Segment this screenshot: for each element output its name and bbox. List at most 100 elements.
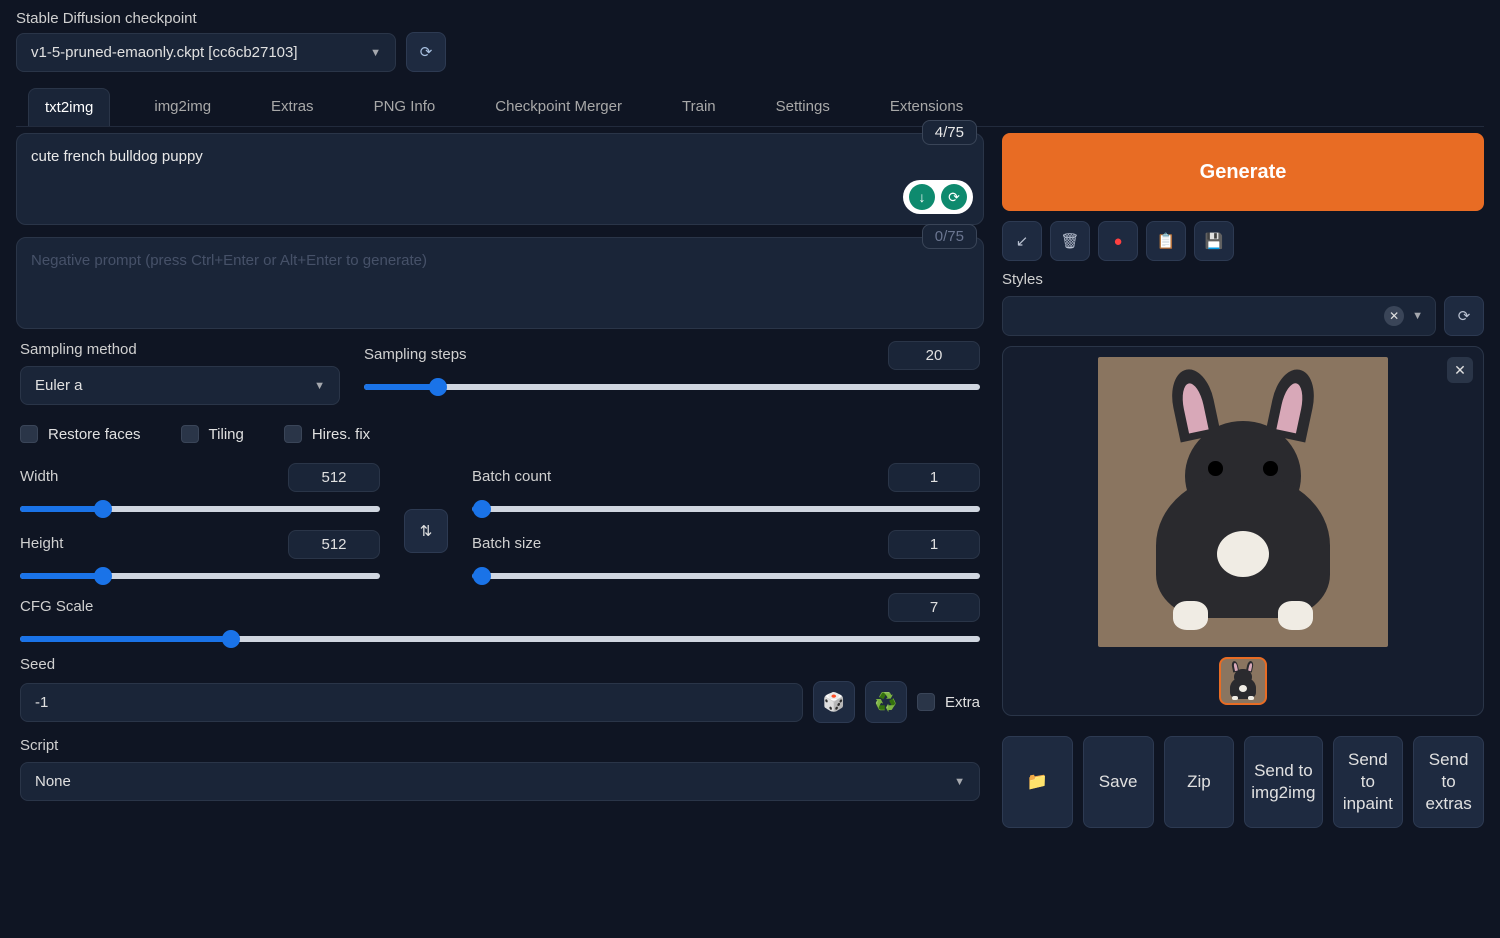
sampling-steps-label: Sampling steps — [364, 346, 467, 363]
checkpoint-label: Stable Diffusion checkpoint — [16, 10, 396, 27]
cfg-label: CFG Scale — [20, 598, 93, 615]
refresh-icon: ⟳ — [1458, 307, 1471, 325]
batch-size-slider[interactable] — [472, 573, 980, 579]
prompt-arrow-button[interactable]: ↓ — [909, 184, 935, 210]
preview-image[interactable] — [1098, 357, 1388, 647]
styles-select[interactable]: ✕ ▼ — [1002, 296, 1436, 336]
prompt-token-count: 4/75 — [922, 120, 977, 145]
clear-styles-button[interactable]: ✕ — [1384, 306, 1404, 326]
swap-icon: ⇅ — [420, 522, 433, 540]
clear-button[interactable]: 🗑 — [1050, 221, 1090, 261]
restore-faces-label: Restore faces — [48, 426, 141, 443]
send-img2img-button[interactable]: Send to img2img — [1244, 736, 1322, 828]
zip-label: Zip — [1187, 771, 1211, 793]
slider-thumb[interactable] — [222, 630, 240, 648]
height-label: Height — [20, 535, 63, 552]
negative-prompt-input[interactable]: 0/75 Negative prompt (press Ctrl+Enter o… — [16, 237, 984, 329]
seed-input[interactable]: -1 — [20, 683, 803, 722]
slider-thumb[interactable] — [429, 378, 447, 396]
restore-faces-checkbox[interactable]: Restore faces — [20, 425, 141, 443]
arrow-bl-icon: ↙ — [1016, 232, 1029, 250]
clipboard-button[interactable]: 📋 — [1146, 221, 1186, 261]
checkpoint-select[interactable]: v1-5-pruned-emaonly.ckpt [cc6cb27103] ▼ — [16, 33, 396, 72]
save-style-button[interactable]: 💾 — [1194, 221, 1234, 261]
preview-close-button[interactable]: ✕ — [1447, 357, 1473, 383]
checkbox-icon — [20, 425, 38, 443]
height-value[interactable]: 512 — [288, 530, 380, 559]
seed-random-button[interactable]: 🎲 — [813, 681, 855, 723]
tab-settings[interactable]: Settings — [760, 88, 846, 126]
sampling-steps-slider[interactable] — [364, 384, 980, 390]
batch-count-slider[interactable] — [472, 506, 980, 512]
slider-thumb[interactable] — [94, 567, 112, 585]
apply-style-button[interactable]: ⟳ — [1444, 296, 1484, 336]
interrogate-button[interactable]: ↙ — [1002, 221, 1042, 261]
chevron-down-icon: ▼ — [1412, 310, 1423, 322]
hires-fix-label: Hires. fix — [312, 426, 370, 443]
cfg-value[interactable]: 7 — [888, 593, 980, 622]
seed-label: Seed — [20, 656, 980, 673]
cfg-slider[interactable] — [20, 636, 980, 642]
neg-prompt-token-count: 0/75 — [922, 224, 977, 249]
floppy-icon: 💾 — [1205, 232, 1224, 250]
tab-checkpoint-merger[interactable]: Checkpoint Merger — [479, 88, 638, 126]
hires-fix-checkbox[interactable]: Hires. fix — [284, 425, 370, 443]
batch-size-label: Batch size — [472, 535, 541, 552]
width-slider[interactable] — [20, 506, 380, 512]
generate-label: Generate — [1200, 161, 1287, 184]
tab-extras[interactable]: Extras — [255, 88, 330, 126]
neg-prompt-placeholder: Negative prompt (press Ctrl+Enter or Alt… — [31, 252, 427, 269]
open-folder-button[interactable]: 📁 — [1002, 736, 1073, 828]
tab-bar: txt2img img2img Extras PNG Info Checkpoi… — [16, 80, 1484, 127]
sampling-steps-value[interactable]: 20 — [888, 341, 980, 370]
zip-button[interactable]: Zip — [1164, 736, 1235, 828]
save-label: Save — [1099, 771, 1138, 793]
generate-button[interactable]: Generate — [1002, 133, 1484, 211]
send-extras-button[interactable]: Send to extras — [1413, 736, 1484, 828]
slider-thumb[interactable] — [473, 567, 491, 585]
seed-recycle-button[interactable]: ♻️ — [865, 681, 907, 723]
tab-pnginfo[interactable]: PNG Info — [358, 88, 452, 126]
send-img2img-label: Send to img2img — [1251, 760, 1315, 804]
batch-size-value[interactable]: 1 — [888, 530, 980, 559]
refresh-icon: ⟳ — [420, 43, 433, 61]
send-inpaint-button[interactable]: Send to inpaint — [1333, 736, 1404, 828]
clipboard-icon: 📋 — [1157, 232, 1176, 250]
prompt-refresh-button[interactable]: ⟳ — [941, 184, 967, 210]
sampling-method-label: Sampling method — [20, 341, 340, 358]
record-icon: ● — [1113, 233, 1122, 250]
width-value[interactable]: 512 — [288, 463, 380, 492]
styles-label: Styles — [1002, 271, 1484, 288]
sampling-method-select[interactable]: Euler a ▼ — [20, 366, 340, 405]
batch-count-value[interactable]: 1 — [888, 463, 980, 492]
seed-extra-checkbox[interactable]: Extra — [917, 693, 980, 711]
batch-count-label: Batch count — [472, 468, 551, 485]
chevron-down-icon: ▼ — [314, 380, 325, 392]
stop-button[interactable]: ● — [1098, 221, 1138, 261]
save-button[interactable]: Save — [1083, 736, 1154, 828]
sampling-method-value: Euler a — [35, 377, 83, 394]
script-label: Script — [20, 737, 980, 754]
slider-thumb[interactable] — [473, 500, 491, 518]
x-icon: ✕ — [1389, 309, 1399, 323]
trash-icon: 🗑 — [1060, 232, 1079, 250]
slider-thumb[interactable] — [94, 500, 112, 518]
tab-txt2img[interactable]: txt2img — [28, 88, 110, 126]
width-label: Width — [20, 468, 58, 485]
checkbox-icon — [284, 425, 302, 443]
script-select[interactable]: None ▼ — [20, 762, 980, 801]
preview-thumbnail[interactable] — [1219, 657, 1267, 705]
seed-extra-label: Extra — [945, 694, 980, 711]
checkbox-icon — [917, 693, 935, 711]
arrow-down-icon: ↓ — [919, 189, 926, 205]
tiling-checkbox[interactable]: Tiling — [181, 425, 244, 443]
prompt-input[interactable]: 4/75 cute french bulldog puppy ↓ ⟳ — [16, 133, 984, 225]
refresh-checkpoint-button[interactable]: ⟳ — [406, 32, 446, 72]
height-slider[interactable] — [20, 573, 380, 579]
prompt-text: cute french bulldog puppy — [31, 148, 203, 165]
swap-dimensions-button[interactable]: ⇅ — [404, 509, 448, 553]
tab-img2img[interactable]: img2img — [138, 88, 227, 126]
script-value: None — [35, 773, 71, 790]
tab-train[interactable]: Train — [666, 88, 732, 126]
send-extras-label: Send to extras — [1420, 749, 1477, 815]
